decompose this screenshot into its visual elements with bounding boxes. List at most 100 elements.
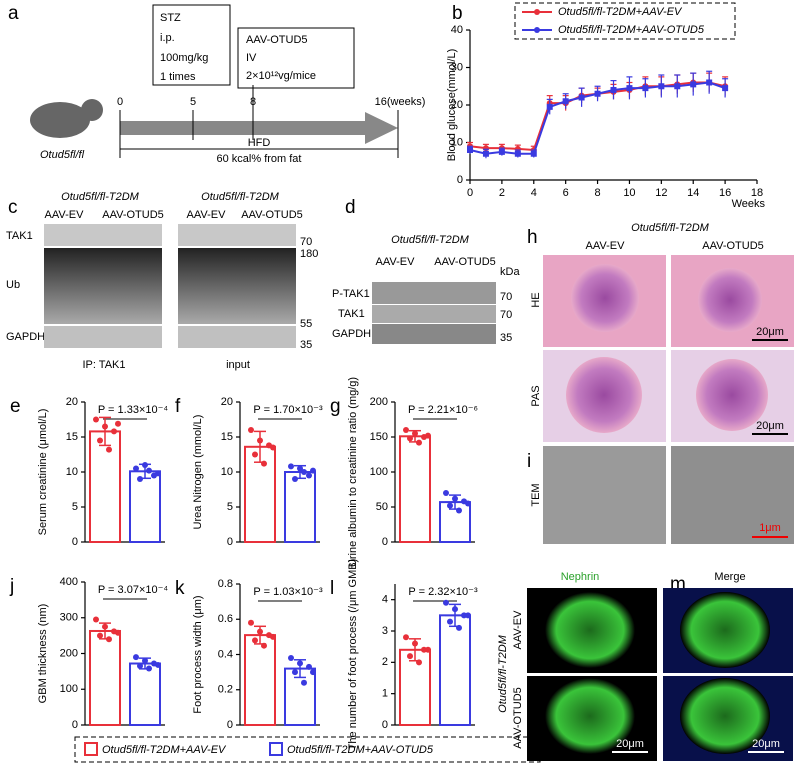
blot bbox=[44, 248, 162, 324]
label: 16(weeks) bbox=[375, 96, 426, 108]
data-point bbox=[93, 416, 99, 423]
label: P-TAK1 bbox=[332, 288, 370, 300]
data-point bbox=[425, 646, 431, 653]
annotation: P = 2.21×10⁻⁶ bbox=[408, 404, 478, 416]
bar bbox=[284, 471, 316, 543]
data-point bbox=[443, 599, 449, 606]
histology bbox=[566, 357, 642, 433]
y-tick-label: 10 bbox=[221, 466, 233, 478]
data-point bbox=[465, 612, 471, 619]
annotation: P = 1.03×10⁻³ bbox=[253, 586, 323, 598]
data-point bbox=[407, 435, 413, 442]
panel-d: d Otud5fl/fl-T2DM AAV-EV AAV-OTUD5 kDa P… bbox=[332, 197, 520, 344]
blot bbox=[44, 326, 162, 348]
label: AAV-OTUD5 bbox=[702, 240, 764, 252]
legend-swatch bbox=[534, 9, 540, 15]
bar bbox=[129, 662, 161, 727]
point bbox=[658, 83, 665, 90]
data-point bbox=[443, 490, 449, 496]
data-point bbox=[447, 502, 453, 509]
data-point bbox=[97, 437, 103, 444]
y-tick-label: 0.8 bbox=[218, 578, 233, 590]
bar bbox=[89, 629, 121, 726]
blot bbox=[372, 305, 496, 323]
y-tick-label: 0 bbox=[72, 536, 78, 548]
panel-a: a STZ i.p. 100mg/kg 1 times AAV-OTUD5 IV… bbox=[8, 3, 425, 165]
data-point bbox=[111, 428, 117, 435]
bar bbox=[89, 430, 121, 543]
y-axis-label: GBM thickness (nm) bbox=[37, 604, 49, 704]
blot bbox=[178, 224, 296, 246]
point bbox=[578, 94, 585, 101]
x-tick-label: 16 bbox=[719, 187, 731, 199]
y-tick-label: 40 bbox=[451, 24, 463, 36]
fluorescence bbox=[545, 678, 635, 754]
label: AAV-OTUD5 bbox=[102, 209, 164, 221]
panel-i: i TEM 1μm bbox=[527, 446, 794, 544]
panel-letter: g bbox=[330, 396, 341, 417]
point bbox=[626, 85, 633, 92]
label: AAV-OTUD5 bbox=[434, 256, 496, 268]
data-point bbox=[452, 606, 458, 613]
box bbox=[152, 4, 231, 86]
y-tick-label: 0.2 bbox=[218, 684, 233, 696]
point bbox=[530, 150, 537, 157]
panel-h: h Otud5fl/fl-T2DM AAV-EV AAV-OTUD5 HE PA… bbox=[527, 222, 794, 442]
label: Otud5fl/fl-T2DM bbox=[201, 191, 279, 203]
data-point bbox=[447, 618, 453, 625]
point bbox=[642, 85, 649, 92]
label: AAV-EV bbox=[45, 209, 85, 221]
x-tick-label: 0 bbox=[467, 187, 473, 199]
label: AAV-OTUD5 bbox=[512, 687, 524, 749]
data-point bbox=[97, 632, 103, 639]
y-axis-label: The number of foot process (/μm GMB) bbox=[347, 559, 359, 751]
arrow bbox=[120, 112, 398, 144]
data-point bbox=[301, 469, 307, 475]
data-point bbox=[133, 654, 139, 661]
label: HE bbox=[530, 292, 542, 307]
point bbox=[674, 83, 681, 90]
label: STZ bbox=[160, 12, 181, 24]
x-tick-label: 4 bbox=[531, 187, 537, 199]
data-point bbox=[155, 661, 161, 668]
point bbox=[594, 90, 601, 97]
label: GAPDH bbox=[6, 331, 45, 343]
legend-label: Otud5fl/fl-T2DM+AAV-EV bbox=[102, 744, 227, 756]
data-point bbox=[146, 467, 152, 474]
annotation: P = 1.70×10⁻³ bbox=[253, 404, 323, 416]
x-tick-label: 12 bbox=[655, 187, 667, 199]
x-tick-label: 2 bbox=[499, 187, 505, 199]
x-tick-label: 18 bbox=[751, 187, 763, 199]
data-point bbox=[102, 423, 108, 430]
data-point bbox=[412, 640, 418, 647]
label: PAS bbox=[530, 385, 542, 406]
y-tick-label: 1 bbox=[382, 688, 388, 700]
data-point bbox=[106, 446, 112, 453]
y-tick-label: 300 bbox=[60, 612, 78, 624]
data-point bbox=[412, 430, 418, 437]
point bbox=[610, 87, 617, 93]
y-tick-label: 20 bbox=[66, 396, 78, 408]
box bbox=[237, 27, 355, 89]
data-point bbox=[146, 665, 152, 672]
panel-letter: h bbox=[527, 227, 538, 248]
y-tick-label: 10 bbox=[451, 136, 463, 148]
legend-swatch bbox=[269, 742, 283, 756]
data-point bbox=[115, 629, 121, 636]
data-point bbox=[306, 472, 312, 479]
label: TEM bbox=[530, 483, 542, 506]
data-point bbox=[115, 420, 121, 427]
point bbox=[514, 150, 521, 157]
fluorescence bbox=[680, 592, 770, 668]
label: 20μm bbox=[752, 738, 780, 750]
blot bbox=[372, 282, 496, 304]
y-tick-label: 0 bbox=[227, 719, 233, 731]
micrograph bbox=[543, 446, 666, 544]
label: 35 bbox=[500, 332, 512, 344]
legend-swatch bbox=[84, 742, 98, 756]
label: 60 kcal% from fat bbox=[217, 153, 302, 165]
data-point bbox=[297, 465, 303, 472]
label: HFD bbox=[248, 137, 271, 149]
data-point bbox=[261, 642, 267, 649]
y-axis-label: Serum creatinine (μmol/L) bbox=[37, 409, 49, 536]
